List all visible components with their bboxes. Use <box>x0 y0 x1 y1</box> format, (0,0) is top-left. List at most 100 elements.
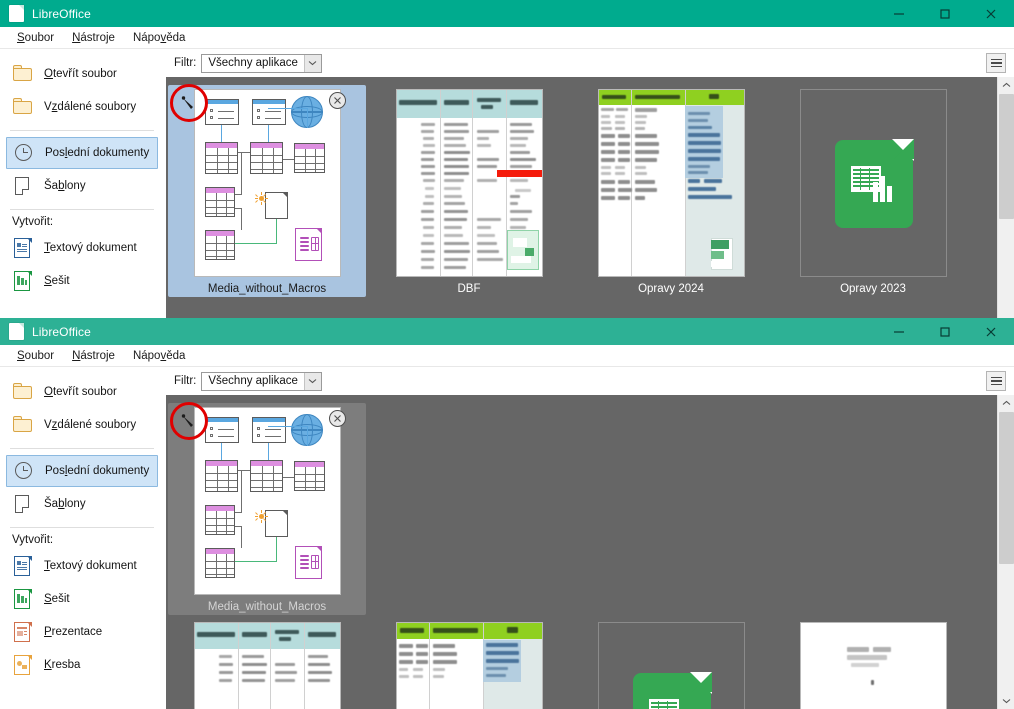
filter-select[interactable]: Všechny aplikace <box>201 371 322 391</box>
menu-napoveda[interactable]: Nápověda <box>132 31 186 44</box>
sidebar-item-text-document[interactable]: Textový dokument <box>6 232 158 264</box>
maximize-icon[interactable] <box>922 0 968 27</box>
calc-logo-icon <box>632 672 712 709</box>
sidebar-item-label: Vzdálené soubory <box>44 101 137 113</box>
list-item[interactable] <box>368 403 570 618</box>
sidebar-create-heading: Vytvořit: <box>12 534 54 546</box>
spreadsheet-preview <box>194 623 340 709</box>
calc-logo-icon <box>834 139 914 228</box>
titlebar-bottom[interactable]: LibreOffice <box>0 318 1014 345</box>
clock-icon <box>13 460 35 482</box>
sidebar-item-templates[interactable]: Šablony <box>6 488 158 520</box>
er-table <box>293 143 325 173</box>
sidebar-item-open-file[interactable]: Otevřít soubor <box>6 376 158 408</box>
er-table <box>204 187 235 217</box>
pin-icon <box>181 96 193 109</box>
template-icon <box>12 175 34 197</box>
chevron-down-icon[interactable] <box>303 54 321 72</box>
maximize-icon[interactable] <box>922 318 968 345</box>
titlebar-top[interactable]: LibreOffice <box>0 0 1014 27</box>
er-table <box>249 142 283 174</box>
scroll-up-arrow[interactable] <box>998 77 1014 93</box>
er-form <box>251 99 286 125</box>
sidebar-item-label: Šablony <box>44 180 86 192</box>
list-item[interactable] <box>368 618 570 709</box>
er-table <box>204 460 238 492</box>
sidebar-item-label: Textový dokument <box>44 560 137 572</box>
content-top: Filtr: Všechny aplikace <box>166 49 1014 318</box>
sidebar-item-spreadsheet[interactable]: Sešit <box>6 583 158 615</box>
document-icon <box>9 5 24 22</box>
sidebar-item-drawing[interactable]: Kresba <box>6 649 158 681</box>
list-item[interactable]: Opravy 2023 <box>772 85 974 300</box>
menu-nastroje[interactable]: Nástroje <box>72 31 115 44</box>
sidebar-divider <box>10 448 154 449</box>
sidebar-item-recent-documents[interactable]: Poslední dokumenty <box>6 455 158 487</box>
chevron-down-icon[interactable] <box>303 372 321 390</box>
sidebar-divider <box>10 130 154 131</box>
er-table <box>204 548 235 578</box>
menu-soubor[interactable]: Soubor <box>17 349 55 362</box>
sidebar-item-presentation[interactable]: Prezentace <box>6 616 158 648</box>
pin-icon <box>181 414 193 427</box>
sun-icon <box>254 510 268 523</box>
list-item[interactable] <box>570 618 772 709</box>
er-table <box>293 461 325 491</box>
sidebar-item-label: Sešit <box>44 275 70 287</box>
list-item-label: Media_without_Macros <box>207 283 327 295</box>
window-body-bottom: Otevřít soubor Vzdálené soubory Poslední… <box>0 367 1014 709</box>
vertical-scrollbar-bottom[interactable] <box>997 395 1014 709</box>
filter-select[interactable]: Všechny aplikace <box>201 53 322 73</box>
hamburger-icon[interactable] <box>986 53 1006 73</box>
sidebar-item-remote-files[interactable]: Vzdálené soubory <box>6 409 158 441</box>
close-icon[interactable] <box>968 318 1014 345</box>
sidebar-item-spreadsheet[interactable]: Sešit <box>6 265 158 297</box>
menu-napoveda[interactable]: Nápověda <box>132 349 186 362</box>
thumbnail-preview-dbf <box>396 90 542 276</box>
sidebar-item-label: Prezentace <box>44 626 103 638</box>
scrollbar-thumb[interactable] <box>999 94 1014 219</box>
menu-soubor[interactable]: Soubor <box>17 31 55 44</box>
menu-nastroje[interactable]: Nástroje <box>72 349 115 362</box>
sidebar-item-templates[interactable]: Šablony <box>6 170 158 202</box>
scroll-down-arrow[interactable] <box>998 693 1014 709</box>
close-icon[interactable] <box>329 410 346 427</box>
scrollbar-thumb[interactable] <box>999 412 1014 564</box>
sidebar-item-open-file[interactable]: Otevřít soubor <box>6 58 158 90</box>
list-item[interactable] <box>772 618 974 709</box>
list-item[interactable]: Opravy 2024 <box>570 85 772 300</box>
filter-label: Filtr: <box>174 57 197 69</box>
sidebar-divider <box>10 527 154 528</box>
pin-highlight-circle <box>170 84 208 122</box>
list-item-label: DBF <box>457 283 481 295</box>
list-item-label: Opravy 2024 <box>638 283 704 295</box>
list-item[interactable]: DBF <box>368 85 570 300</box>
thumbnail-preview-base <box>194 90 340 276</box>
close-icon[interactable] <box>329 92 346 109</box>
minimize-icon[interactable] <box>876 0 922 27</box>
sidebar-divider <box>10 209 154 210</box>
er-diagram <box>195 408 340 594</box>
list-item[interactable]: Media_without_Macros <box>166 402 368 618</box>
thumbnail-grid: Media_without_Macros <box>166 84 997 300</box>
close-icon[interactable] <box>968 0 1014 27</box>
er-form <box>251 417 286 443</box>
minimize-icon[interactable] <box>876 318 922 345</box>
sidebar-item-remote-files[interactable]: Vzdálené soubory <box>6 91 158 123</box>
sidebar-item-label: Vzdálené soubory <box>44 419 137 431</box>
list-item[interactable] <box>570 403 772 618</box>
sidebar-item-text-document[interactable]: Textový dokument <box>6 550 158 582</box>
list-item-label: Opravy 2023 <box>840 283 906 295</box>
scroll-up-arrow[interactable] <box>998 395 1014 411</box>
er-table <box>204 505 235 535</box>
list-item[interactable]: Media_without_Macros <box>166 84 368 300</box>
impress-doc-icon <box>12 621 34 643</box>
vertical-scrollbar-top[interactable] <box>997 77 1014 318</box>
sidebar-top: Otevřít soubor Vzdálené soubory Poslední… <box>0 49 166 318</box>
hamburger-icon[interactable] <box>986 371 1006 391</box>
folder-icon <box>12 63 34 85</box>
sidebar-item-recent-documents[interactable]: Poslední dokumenty <box>6 137 158 169</box>
list-item[interactable] <box>166 618 368 709</box>
list-item[interactable] <box>772 403 974 618</box>
base-file-icon <box>294 546 322 579</box>
